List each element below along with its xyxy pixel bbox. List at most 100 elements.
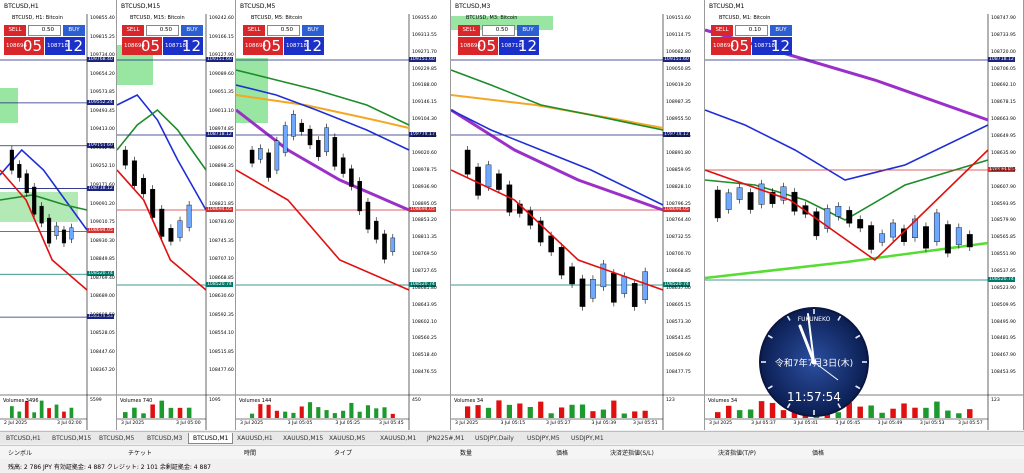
price-axis-tick: 108732.55	[666, 235, 691, 241]
bid-price-display[interactable]: 108694 05	[122, 37, 162, 55]
candle	[390, 237, 396, 252]
buy-button[interactable]: BUY	[63, 25, 85, 36]
price-axis-tick: 108923.65	[666, 134, 691, 140]
bid-price-display[interactable]: 108694 05	[458, 37, 498, 55]
price-axis-tick: 109062.45	[412, 134, 437, 140]
volume-bar	[548, 413, 554, 418]
ask-price-display[interactable]: 108718 12	[499, 37, 539, 55]
time-axis-tick: 3 Jul 05:57	[958, 421, 983, 426]
candle	[332, 137, 338, 167]
price-level-label: 109151.60	[87, 142, 114, 148]
column-header[interactable]: 時間	[244, 450, 257, 457]
lot-size-input[interactable]: 0.50	[482, 25, 515, 36]
volume-bar	[374, 408, 379, 418]
chart-tab-btcusd-m5[interactable]: BTCUSD,M5	[99, 435, 135, 442]
buy-button[interactable]: BUY	[517, 25, 539, 36]
volume-bar	[250, 413, 255, 418]
price-level-label: 108694.05	[988, 167, 1015, 172]
column-header[interactable]: シンボル	[8, 450, 33, 457]
price-axis-tick: 109051.35	[209, 90, 234, 96]
chart-canvas[interactable]	[0, 0, 117, 430]
lot-size-input[interactable]: 0.50	[28, 25, 61, 36]
chart-window-title: BTCUSD,M15	[121, 3, 161, 10]
lot-size-input[interactable]: 0.50	[146, 25, 179, 36]
chart-tab-xauusd-m5[interactable]: XAUUSD,M5	[329, 435, 366, 442]
chart-canvas[interactable]	[451, 0, 705, 430]
price-level-label: 108520.74	[206, 282, 233, 287]
time-axis-tick: 3 Jul 05:25	[335, 421, 360, 426]
price-level-label: 108520.74	[87, 271, 114, 277]
column-header[interactable]: 価格	[556, 450, 569, 457]
ask-price-display[interactable]: 108718 12	[284, 37, 324, 55]
buy-button[interactable]: BUY	[770, 25, 792, 36]
price-axis-tick: 108700.70	[666, 252, 691, 258]
candle	[24, 173, 29, 193]
chart-canvas[interactable]	[117, 0, 236, 430]
volume-bar	[324, 410, 329, 418]
chart-tab-usdjpy-m5[interactable]: USDJPY,M5	[527, 435, 560, 442]
chart-tab-xauusd-m1[interactable]: XAUUSD,M1	[380, 435, 417, 442]
column-header[interactable]: タイプ	[334, 450, 353, 457]
ask-price-display[interactable]: 108718 12	[163, 37, 203, 55]
time-axis-tick: 3 Jul 05:39	[591, 421, 617, 426]
sell-button[interactable]: SELL	[122, 25, 144, 36]
chart-canvas[interactable]	[705, 0, 1024, 430]
ask-price-display[interactable]: 108718 12	[45, 37, 85, 55]
chart-tab-usdjpy-m1[interactable]: USDJPY,M1	[571, 435, 604, 442]
column-header[interactable]: チケット	[128, 450, 153, 457]
volume-bar	[39, 400, 44, 418]
sell-button[interactable]: SELL	[243, 25, 265, 36]
chart-tab-btcusd-m3[interactable]: BTCUSD,M3	[147, 435, 183, 442]
chart-tab-jpn225-m1[interactable]: JPN225#,M1	[427, 435, 465, 442]
bid-price-display[interactable]: 108694 05	[243, 37, 283, 55]
buy-button[interactable]: BUY	[181, 25, 203, 36]
price-axis-tick: 108621.95	[991, 167, 1016, 173]
sell-button[interactable]: SELL	[458, 25, 480, 36]
chart-canvas[interactable]	[236, 0, 451, 430]
volume-bar	[890, 408, 896, 418]
price-axis-tick: 108895.05	[412, 201, 437, 207]
chart-tab-btcusd-m1[interactable]: BTCUSD,M1	[188, 433, 234, 444]
candle	[159, 208, 165, 237]
volume-bar	[24, 400, 29, 418]
candle	[282, 125, 288, 153]
candle	[558, 246, 565, 276]
ask-price-display[interactable]: 108718 12	[752, 37, 792, 55]
chart-window-1[interactable]: 109768.40 109552.24 109151.60 108718.12 1086…	[0, 0, 117, 430]
candle	[9, 149, 14, 171]
bid-price-display[interactable]: 108694 05	[711, 37, 751, 55]
chart-window-3[interactable]: 109151.60 108718.12 108694.05 108520.74 BTCU…	[236, 0, 451, 430]
chart-tab-xauusd-h1[interactable]: XAUUSD,H1	[237, 435, 273, 442]
column-header[interactable]: 価格	[812, 450, 825, 457]
candle	[868, 225, 875, 250]
time-axis-tick: 3 Jul 05:45	[835, 421, 861, 426]
one-click-trading-panel: SELL 0.10 BUY 108694 05 108718 12	[711, 25, 793, 57]
sell-button[interactable]: SELL	[711, 25, 733, 36]
candle	[357, 180, 362, 212]
account-status-text: 残高: 2 786 JPY 有効証拠金: 4 887 クレジット: 2 101 …	[8, 464, 211, 471]
volume-bar	[382, 407, 387, 418]
column-header[interactable]: 数量	[460, 450, 473, 457]
sell-button[interactable]: SELL	[4, 25, 26, 36]
volume-bar	[934, 401, 940, 418]
chart-tab-xauusd-m15[interactable]: XAUUSD,M15	[283, 435, 324, 442]
chart-tab-usdjpy-daily[interactable]: USDJPY,Daily	[475, 435, 514, 442]
column-header[interactable]: 決済指値(T/P)	[718, 450, 756, 457]
bid-price-display[interactable]: 108694 05	[4, 37, 44, 55]
volume-bar	[506, 404, 512, 418]
chart-tab-btcusd-h1[interactable]: BTCUSD,H1	[6, 435, 41, 442]
lot-size-input[interactable]: 0.50	[267, 25, 300, 36]
column-header[interactable]: 決済逆指値(S/L)	[610, 450, 654, 457]
candle	[266, 152, 271, 178]
volume-bar	[835, 412, 842, 418]
chart-window-2[interactable]: 109151.60 108718.12 108694.05 108520.74 BTCU…	[117, 0, 236, 430]
price-level-label: 108520.74	[663, 282, 690, 287]
buy-button[interactable]: BUY	[302, 25, 324, 36]
price-level-label: 108520.74	[988, 277, 1015, 282]
price-axis-tick: 109089.60	[209, 71, 234, 77]
chart-tab-btcusd-m15[interactable]: BTCUSD,M15	[52, 435, 92, 442]
lot-size-input[interactable]: 0.10	[735, 25, 768, 36]
price-level-label: 109552.24	[87, 99, 114, 105]
price-axis-tick: 108635.90	[991, 150, 1016, 156]
chart-window-4[interactable]: 109151.60 108718.12 108694.05 108520.74 BTCU…	[451, 0, 705, 430]
